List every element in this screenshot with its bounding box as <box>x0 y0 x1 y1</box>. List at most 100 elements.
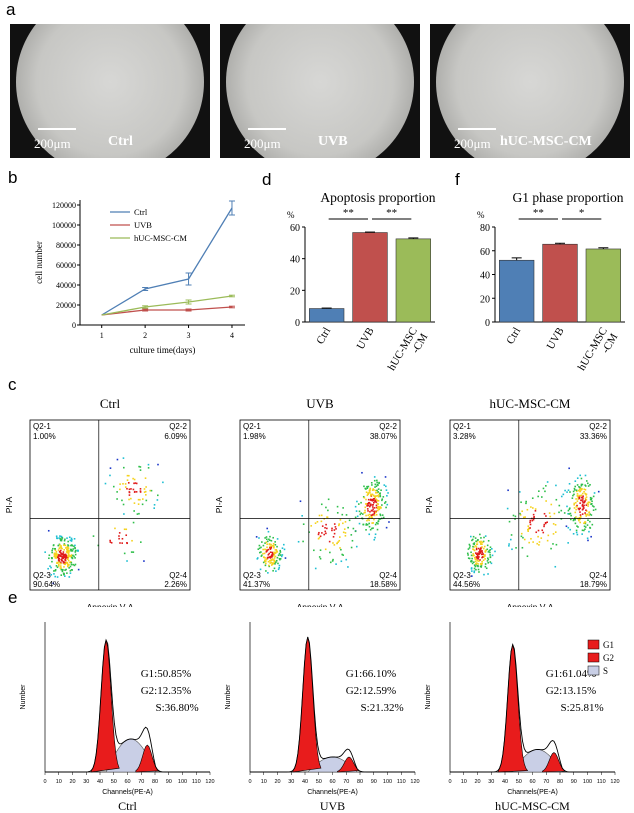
flow-dot <box>482 553 485 555</box>
flow-dot <box>279 557 282 560</box>
x-tick-label: 0 <box>248 779 251 785</box>
flow-dot <box>371 527 373 530</box>
flow-dot <box>476 554 479 557</box>
flow-dot <box>484 550 487 553</box>
flow-dot <box>275 559 278 562</box>
flow-dot <box>529 521 531 524</box>
flow-dot <box>538 544 540 546</box>
y-tick-label: 20 <box>480 294 490 305</box>
flow-dot <box>374 523 377 526</box>
flow-dot <box>477 558 480 560</box>
flow-dot <box>351 539 354 542</box>
flow-dot <box>358 510 361 513</box>
flow-dot <box>366 503 368 505</box>
flow-dot <box>271 551 274 554</box>
x-tick-label: 4 <box>230 331 234 340</box>
flow-dot <box>372 522 375 524</box>
quadrant-value: 38.07% <box>370 432 397 441</box>
x-tick-label: 40 <box>502 779 508 785</box>
flow-dot <box>56 566 59 569</box>
flow-dot <box>479 550 481 552</box>
flow-dot <box>572 490 575 493</box>
flow-dot <box>153 507 156 509</box>
flow-dot <box>385 526 388 529</box>
series-line-1 <box>101 306 233 316</box>
flow-dot <box>365 503 367 505</box>
flow-dot <box>135 491 138 493</box>
flow-dot <box>338 539 341 542</box>
flow-dot <box>594 508 597 511</box>
flow-dot <box>258 551 261 554</box>
flow-dot <box>576 504 578 507</box>
flow-dot <box>269 557 272 559</box>
flow-dot <box>566 505 568 508</box>
flow-dot <box>377 522 379 525</box>
flow-dot <box>372 488 374 490</box>
flow-dot <box>386 494 388 497</box>
flow-dot <box>474 560 477 563</box>
flow-dot <box>378 482 380 485</box>
flow-dot <box>334 526 337 528</box>
flow-dot <box>514 515 517 518</box>
flow-dot <box>70 548 73 551</box>
flow-dot <box>139 469 142 471</box>
flow-dot <box>373 511 376 513</box>
flow-dot <box>70 537 73 540</box>
flow-dot <box>526 508 529 511</box>
flow-dot <box>587 539 589 542</box>
flow-dot <box>593 505 595 508</box>
flow-dot <box>328 540 331 543</box>
cell-cycle-histograms: 0 10 20 30 40 50 60 70 80 90 100 110 120G1:50.85%G2:… <box>20 622 620 813</box>
flow-dot <box>342 554 345 556</box>
flow-dot <box>569 491 571 493</box>
flow-dot <box>479 562 482 565</box>
flow-dot <box>576 500 579 502</box>
flow-dot <box>546 539 549 542</box>
flow-dot <box>270 539 273 542</box>
flow-dot <box>274 560 276 563</box>
flow-dot <box>468 557 471 560</box>
x-tick-label: 1 <box>100 331 104 340</box>
flow-dot <box>47 567 49 570</box>
flow-dot <box>547 534 550 537</box>
quadrant-label: Q2-2 <box>379 422 397 431</box>
flow-dot <box>318 556 321 558</box>
flow-dot <box>318 531 320 534</box>
flow-dot <box>371 504 374 506</box>
flow-dot <box>584 497 587 500</box>
flow-dot <box>51 549 53 552</box>
flow-dot <box>530 537 532 540</box>
flow-dot <box>279 554 282 556</box>
flow-dot <box>490 548 493 550</box>
flow-dot <box>568 467 570 470</box>
flow-dot <box>74 563 77 566</box>
flow-dot <box>578 486 580 488</box>
flow-dot <box>373 499 375 502</box>
flow-dot <box>581 508 584 511</box>
y-tick-label: 0 <box>485 318 490 329</box>
flow-dot <box>63 575 66 577</box>
flow-dot <box>382 516 385 519</box>
flow-dot <box>368 490 371 492</box>
flow-dot <box>371 498 374 501</box>
histogram-2: 0 10 20 30 40 50 60 70 80 90 100 110 120 G1:61.04% G2:… <box>425 622 620 813</box>
flow-dot <box>156 494 159 497</box>
flow-dot <box>274 549 277 551</box>
flow-dot <box>538 541 541 543</box>
flow-dot <box>122 503 125 506</box>
flow-dot <box>119 488 121 491</box>
flow-dot <box>591 500 593 503</box>
flow-dot <box>71 557 74 560</box>
quadrant-label: Q2-3 <box>243 571 261 580</box>
flow-dot <box>522 536 524 539</box>
flow-dot <box>481 553 483 555</box>
flow-dot <box>580 487 582 490</box>
flow-dot <box>585 480 588 482</box>
flow-dot <box>543 525 545 528</box>
flow-dot <box>56 554 58 557</box>
quadrant-value: 6.09% <box>164 432 187 441</box>
flow-dot <box>109 467 112 469</box>
flow-dot <box>481 562 483 565</box>
flow-dot <box>475 563 477 565</box>
flow-dot <box>588 511 590 514</box>
